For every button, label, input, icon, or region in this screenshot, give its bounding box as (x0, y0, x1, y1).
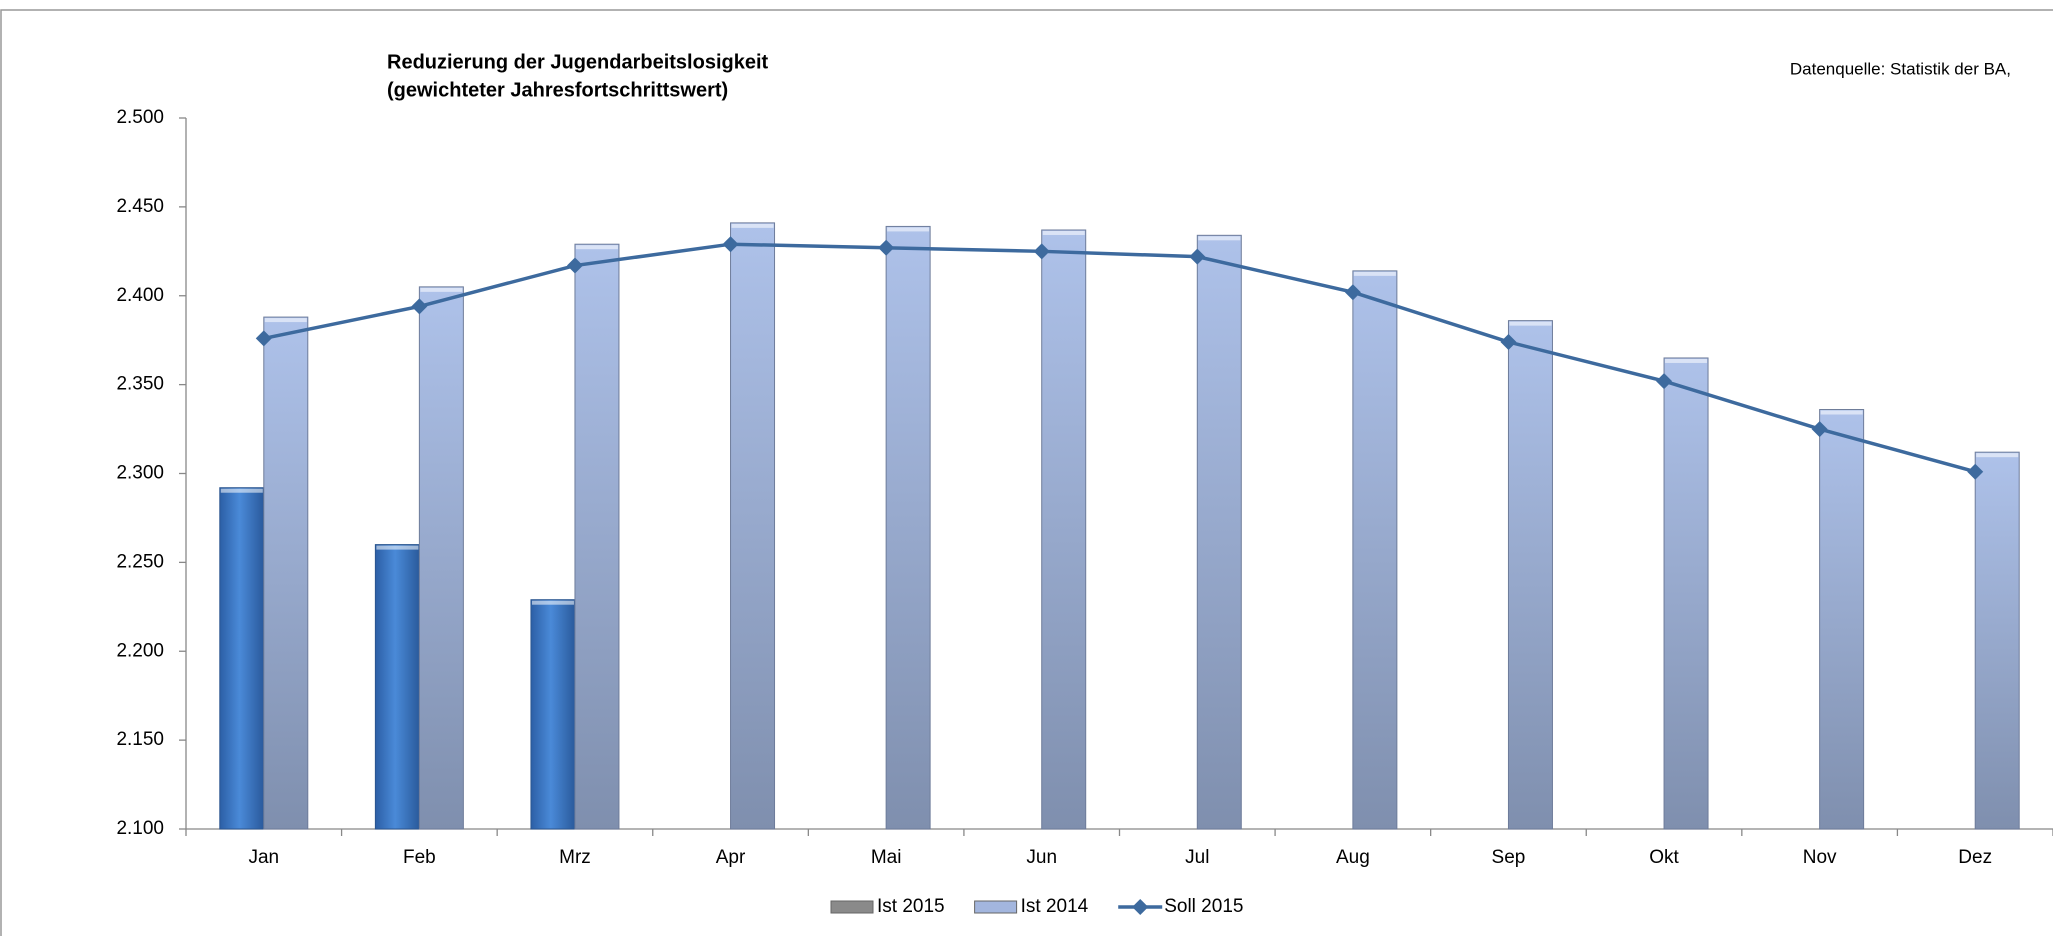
x-tick-label: Jul (1185, 847, 1209, 868)
bar (1663, 357, 1709, 830)
marker (1656, 373, 1673, 390)
x-tick-label: Nov (1803, 847, 1837, 868)
bar-cap (264, 318, 307, 323)
bar-cap (220, 488, 263, 493)
legend-label: Soll 2015 (1164, 896, 1243, 917)
line (263, 242, 1976, 474)
bar (1974, 451, 2020, 830)
legend-swatch (830, 900, 874, 914)
y-tick-label: 2.400 (116, 285, 164, 306)
x-tick-label: Mai (871, 847, 902, 868)
bar-cap (1976, 453, 2019, 458)
y-tick-label: 2.450 (116, 196, 164, 217)
marker (1500, 333, 1517, 350)
legend-label: Ist 2014 (1021, 896, 1089, 917)
y-tick-label: 2.500 (116, 107, 164, 128)
bar-cap (1353, 271, 1396, 276)
bar (374, 544, 420, 830)
chart-subtitle: (gewichteter Jahresfortschrittswert) (387, 79, 728, 101)
bar-cap (1198, 236, 1241, 241)
x-tick-label: Aug (1336, 847, 1370, 868)
bar (1352, 270, 1398, 830)
bar (219, 487, 265, 830)
marker (1967, 463, 1984, 480)
bar (1507, 320, 1553, 830)
bar-cap (1509, 321, 1552, 326)
bar (418, 286, 464, 830)
bar-cap (1820, 410, 1863, 415)
x-tick-label: Jan (248, 847, 279, 868)
bar (885, 225, 931, 830)
bar (1041, 229, 1087, 830)
x-tick-label: Feb (403, 847, 436, 868)
bar-cap (376, 545, 419, 550)
legend-marker (1132, 899, 1149, 915)
marker (1189, 248, 1206, 265)
marker (411, 298, 428, 315)
marker (255, 330, 272, 347)
y-tick-label: 2.350 (116, 374, 164, 395)
legend-swatch (974, 900, 1018, 914)
marker (1811, 421, 1828, 438)
x-tick-label: Mrz (559, 847, 591, 868)
bar-cap (575, 245, 618, 250)
y-tick-label: 2.200 (116, 640, 164, 661)
bar-cap (731, 223, 774, 228)
y-tick-label: 2.150 (116, 729, 164, 750)
bar (1819, 409, 1865, 830)
y-tick-label: 2.300 (116, 463, 164, 484)
x-tick-label: Okt (1649, 847, 1679, 868)
x-tick-label: Sep (1492, 847, 1526, 868)
bar-cap (420, 287, 463, 292)
marker (722, 236, 739, 253)
marker (1033, 243, 1050, 260)
marker (878, 239, 895, 256)
bar-cap (1042, 230, 1085, 235)
y-tick-label: 2.100 (116, 818, 164, 839)
frame (0, 9, 2053, 936)
chart-title: Reduzierung der Jugendarbeitslosigkeit (387, 51, 769, 73)
x-tick-label: Dez (1958, 847, 1992, 868)
y-tick-label: 2.250 (116, 551, 164, 572)
bar (263, 316, 309, 830)
bar-cap (887, 227, 930, 232)
x-tick-label: Jun (1026, 847, 1057, 868)
bar (730, 222, 776, 830)
bar (530, 599, 576, 830)
bar (574, 243, 620, 830)
legend-label: Ist 2015 (877, 896, 945, 917)
bar-cap (531, 600, 574, 605)
bar (1196, 234, 1242, 830)
marker (1344, 284, 1361, 301)
x-tick-label: Apr (716, 847, 746, 868)
source-note: Datenquelle: Statistik der BA, (1790, 59, 2011, 78)
marker (566, 257, 583, 274)
bar-cap (1665, 358, 1708, 363)
